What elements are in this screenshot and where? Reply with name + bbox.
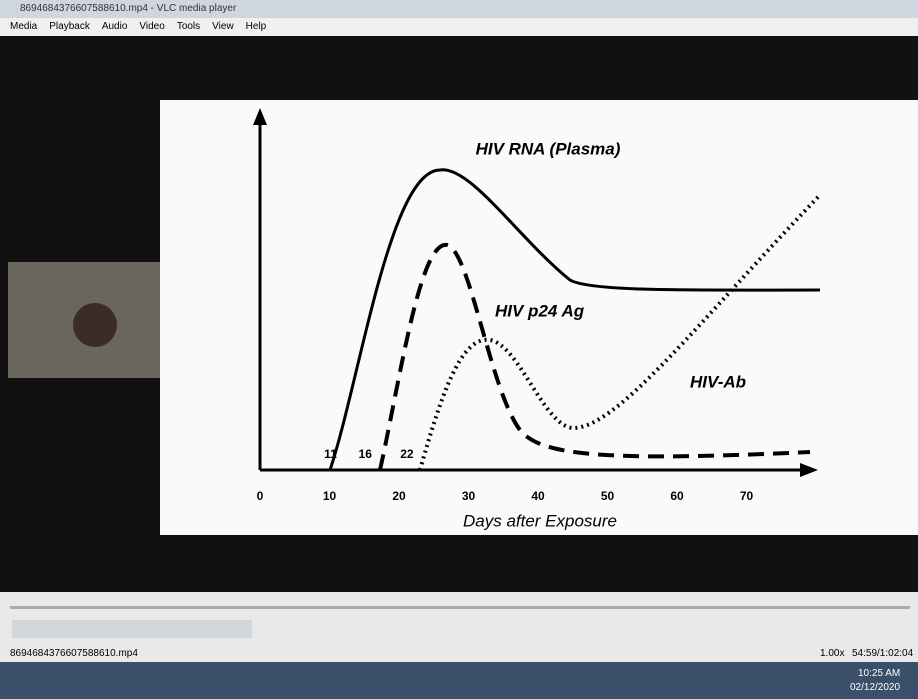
control-buttons[interactable] bbox=[12, 620, 252, 638]
controls: 8694684376607588610.mp4 1.00x 54:59/1:02… bbox=[0, 592, 918, 662]
menu-item[interactable]: Video bbox=[139, 21, 165, 32]
x-tick-label: 30 bbox=[462, 489, 476, 503]
menu-item[interactable]: Audio bbox=[101, 21, 128, 32]
x-tick-label: 0 bbox=[257, 489, 264, 503]
rna-curve bbox=[328, 168, 821, 471]
menu-bar: Media Playback Audio Video Tools View He… bbox=[0, 18, 918, 36]
x-tick-label: 10 bbox=[323, 489, 337, 503]
clock-time: 10:25 AM bbox=[858, 668, 901, 679]
menu-item[interactable]: Media bbox=[10, 21, 38, 32]
x-tick-label: 70 bbox=[740, 489, 754, 503]
menu-item[interactable]: Tools bbox=[176, 21, 201, 32]
menu-item[interactable]: Help bbox=[245, 21, 267, 32]
slide-background bbox=[160, 100, 918, 535]
series-label: HIV p24 Ag bbox=[495, 301, 585, 320]
x-arrow bbox=[800, 463, 818, 477]
p24-curve bbox=[378, 243, 811, 471]
filename: 8694684376607588610.mp4 bbox=[10, 648, 138, 659]
marker-label: 11 bbox=[324, 447, 337, 461]
series-label: HIV RNA (Plasma) bbox=[476, 139, 621, 158]
x-tick-label: 40 bbox=[531, 489, 545, 503]
speed[interactable]: 1.00x bbox=[820, 648, 845, 659]
title-bar: 8694684376607588610.mp4 - VLC media play… bbox=[0, 0, 918, 18]
time: 54:59/1:02:04 bbox=[852, 648, 914, 659]
clock-date: 02/12/2020 bbox=[850, 682, 901, 693]
taskbar: 10:25 AM 02/12/2020 bbox=[0, 662, 918, 699]
menu-item[interactable]: Playback bbox=[49, 21, 90, 32]
x-axis-label: Days after Exposure bbox=[463, 511, 617, 530]
marker-label: 16 bbox=[359, 447, 373, 461]
marker-label: 22 bbox=[400, 447, 414, 461]
menu-item[interactable]: View bbox=[212, 21, 234, 32]
y-arrow bbox=[253, 108, 267, 125]
x-tick-label: 50 bbox=[601, 489, 615, 503]
x-tick-label: 60 bbox=[670, 489, 684, 503]
x-tick-label: 20 bbox=[392, 489, 406, 503]
seek-bar[interactable] bbox=[10, 606, 910, 609]
webcam-person bbox=[73, 303, 117, 347]
series-label: HIV-Ab bbox=[690, 372, 746, 391]
